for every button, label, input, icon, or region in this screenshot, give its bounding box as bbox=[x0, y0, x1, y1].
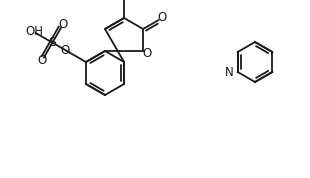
Text: O: O bbox=[143, 47, 152, 60]
Text: S: S bbox=[48, 36, 56, 49]
Text: O: O bbox=[157, 11, 167, 25]
Text: O: O bbox=[58, 18, 68, 31]
Text: O: O bbox=[37, 54, 46, 67]
Text: N: N bbox=[225, 66, 234, 78]
Text: O: O bbox=[61, 44, 70, 57]
Text: OH: OH bbox=[25, 25, 43, 38]
